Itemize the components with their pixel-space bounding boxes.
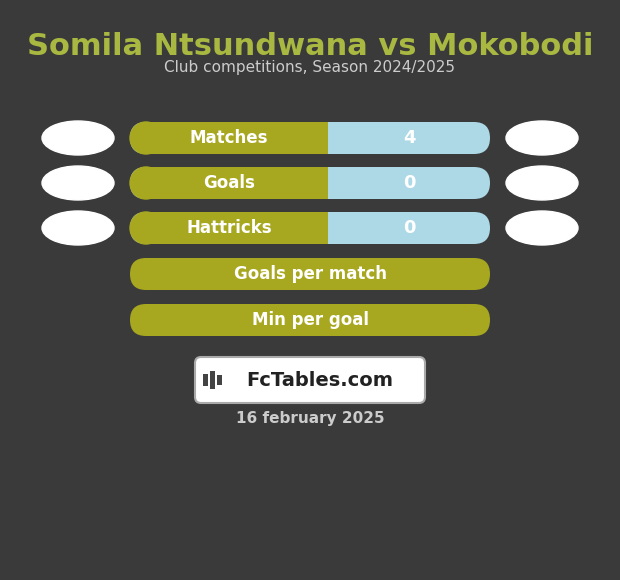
Text: 0: 0 bbox=[403, 219, 415, 237]
Text: Goals: Goals bbox=[203, 174, 255, 192]
Ellipse shape bbox=[506, 166, 578, 200]
Bar bbox=[146, 212, 328, 244]
FancyBboxPatch shape bbox=[130, 122, 490, 154]
FancyBboxPatch shape bbox=[195, 357, 425, 403]
Text: Min per goal: Min per goal bbox=[252, 311, 368, 329]
Text: 0: 0 bbox=[403, 174, 415, 192]
Bar bbox=[146, 122, 328, 154]
FancyBboxPatch shape bbox=[130, 212, 490, 244]
Text: FcTables.com: FcTables.com bbox=[247, 371, 394, 390]
FancyBboxPatch shape bbox=[130, 258, 490, 290]
Ellipse shape bbox=[42, 211, 114, 245]
Ellipse shape bbox=[42, 121, 114, 155]
Text: Hattricks: Hattricks bbox=[186, 219, 272, 237]
Ellipse shape bbox=[42, 166, 114, 200]
Ellipse shape bbox=[506, 121, 578, 155]
Circle shape bbox=[130, 212, 162, 244]
FancyBboxPatch shape bbox=[130, 167, 490, 199]
Bar bbox=[217, 375, 222, 385]
Bar bbox=[203, 374, 208, 386]
Text: Goals per match: Goals per match bbox=[234, 265, 386, 283]
Text: Club competitions, Season 2024/2025: Club competitions, Season 2024/2025 bbox=[164, 60, 456, 75]
Circle shape bbox=[130, 167, 162, 199]
Bar bbox=[146, 167, 328, 199]
FancyBboxPatch shape bbox=[130, 304, 490, 336]
Text: Somila Ntsundwana vs Mokobodi: Somila Ntsundwana vs Mokobodi bbox=[27, 32, 593, 61]
Ellipse shape bbox=[506, 211, 578, 245]
Bar bbox=[210, 371, 215, 389]
Text: 4: 4 bbox=[403, 129, 415, 147]
Text: 16 february 2025: 16 february 2025 bbox=[236, 411, 384, 426]
Circle shape bbox=[130, 122, 162, 154]
Text: Matches: Matches bbox=[190, 129, 268, 147]
